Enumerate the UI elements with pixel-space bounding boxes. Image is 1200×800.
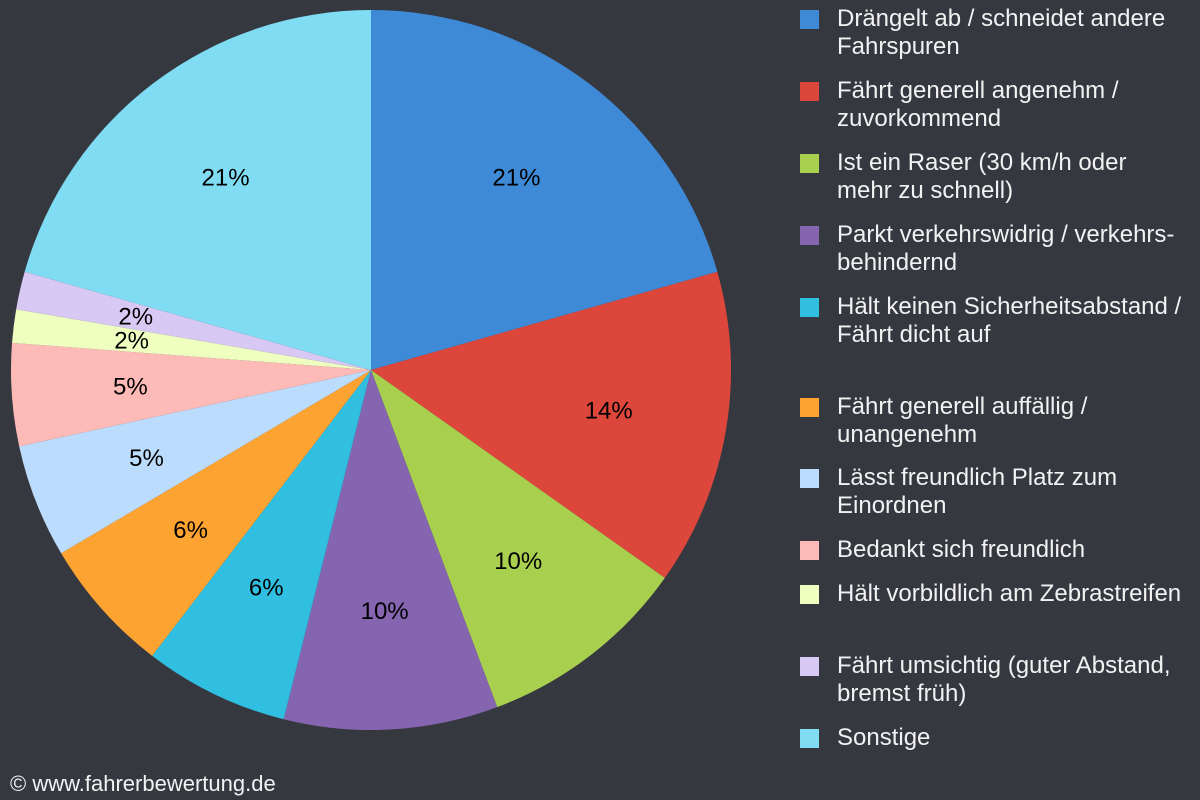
- legend-label: Lässt freundlich Platz zum Einordnen: [837, 464, 1118, 519]
- legend-swatch: [800, 398, 819, 417]
- pie-slice: [152, 370, 371, 720]
- legend-swatch: [800, 729, 819, 748]
- pie-slice: [371, 271, 731, 578]
- slice-data-label: 6%: [173, 517, 208, 544]
- legend-item: Hält keinen Sicherheitsabstand / Fährt d…: [800, 293, 1187, 349]
- legend-label: Hält keinen Sicherheitsabstand / Fährt d…: [837, 293, 1182, 348]
- pie-slice: [24, 10, 371, 370]
- pie-chart: 21% 14% 10% 10% 6% 6% 5% 5% 2%2% 21%: [10, 10, 731, 731]
- pie-slice: [283, 370, 498, 731]
- slice-data-label: 10%: [361, 598, 409, 625]
- legend-item: Hält vorbildlich am Zebrastreifen: [800, 580, 1187, 608]
- slice-data-label: 5%: [113, 374, 148, 401]
- legend-item: Ist ein Raser (30 km/h oder mehr zu schn…: [800, 149, 1187, 205]
- legend-label: Fährt generell angenehm / zuvorkommend: [837, 77, 1119, 132]
- pie-slice: [10, 342, 371, 447]
- legend-swatch: [800, 585, 819, 604]
- legend-swatch: [800, 657, 819, 676]
- legend-swatch: [800, 298, 819, 317]
- pie-slice: [371, 370, 665, 708]
- legend-label: Fährt umsichtig (guter Abstand, bremst f…: [837, 652, 1171, 707]
- legend-label: Fährt generell auffällig / unangenehm: [837, 393, 1088, 448]
- legend-item: Fährt generell angenehm / zuvorkommend: [800, 77, 1187, 133]
- legend-item: Drängelt ab / schneidet andere Fahrspure…: [800, 5, 1187, 61]
- slice-data-label: 2%: [114, 328, 149, 355]
- slice-data-label: 10%: [494, 548, 542, 575]
- slice-data-label: 2%: [118, 304, 153, 331]
- legend-swatch: [800, 226, 819, 245]
- pie-slice: [61, 370, 371, 656]
- slice-data-label: 21%: [202, 165, 250, 192]
- legend-swatch: [800, 541, 819, 560]
- slice-data-label: 6%: [249, 574, 284, 601]
- legend-item: Bedankt sich freundlich: [800, 536, 1187, 564]
- pie-slice: [19, 370, 372, 554]
- pie-slice: [371, 10, 718, 370]
- legend-swatch: [800, 10, 819, 29]
- legend-item: Fährt generell auffällig / unangenehm: [800, 393, 1187, 449]
- legend-item: Fährt umsichtig (guter Abstand, bremst f…: [800, 652, 1187, 708]
- slice-data-label: 14%: [585, 398, 633, 425]
- legend-item: Parkt verkehrswidrig / verkehrs-behinder…: [800, 221, 1187, 277]
- legend-item: Lässt freundlich Platz zum Einordnen: [800, 464, 1187, 520]
- legend-label: Bedankt sich freundlich: [837, 536, 1086, 563]
- legend-swatch: [800, 154, 819, 173]
- legend-label: Sonstige: [837, 724, 931, 751]
- slice-data-label: 5%: [129, 445, 164, 472]
- legend-label: Hält vorbildlich am Zebrastreifen: [837, 580, 1182, 607]
- pie-slice: [12, 309, 371, 370]
- legend-label: Ist ein Raser (30 km/h oder mehr zu schn…: [837, 149, 1127, 204]
- copyright-text: © www.fahrerbewertung.de: [10, 771, 276, 796]
- legend-swatch: [800, 82, 819, 101]
- legend-label: Drängelt ab / schneidet andere Fahrspure…: [837, 5, 1166, 60]
- legend-item: Sonstige: [800, 724, 1187, 752]
- pie-slice: [16, 271, 372, 370]
- legend-swatch: [800, 469, 819, 488]
- legend-label: Parkt verkehrswidrig / verkehrs-behinder…: [837, 221, 1175, 276]
- slice-data-label: 21%: [492, 165, 540, 192]
